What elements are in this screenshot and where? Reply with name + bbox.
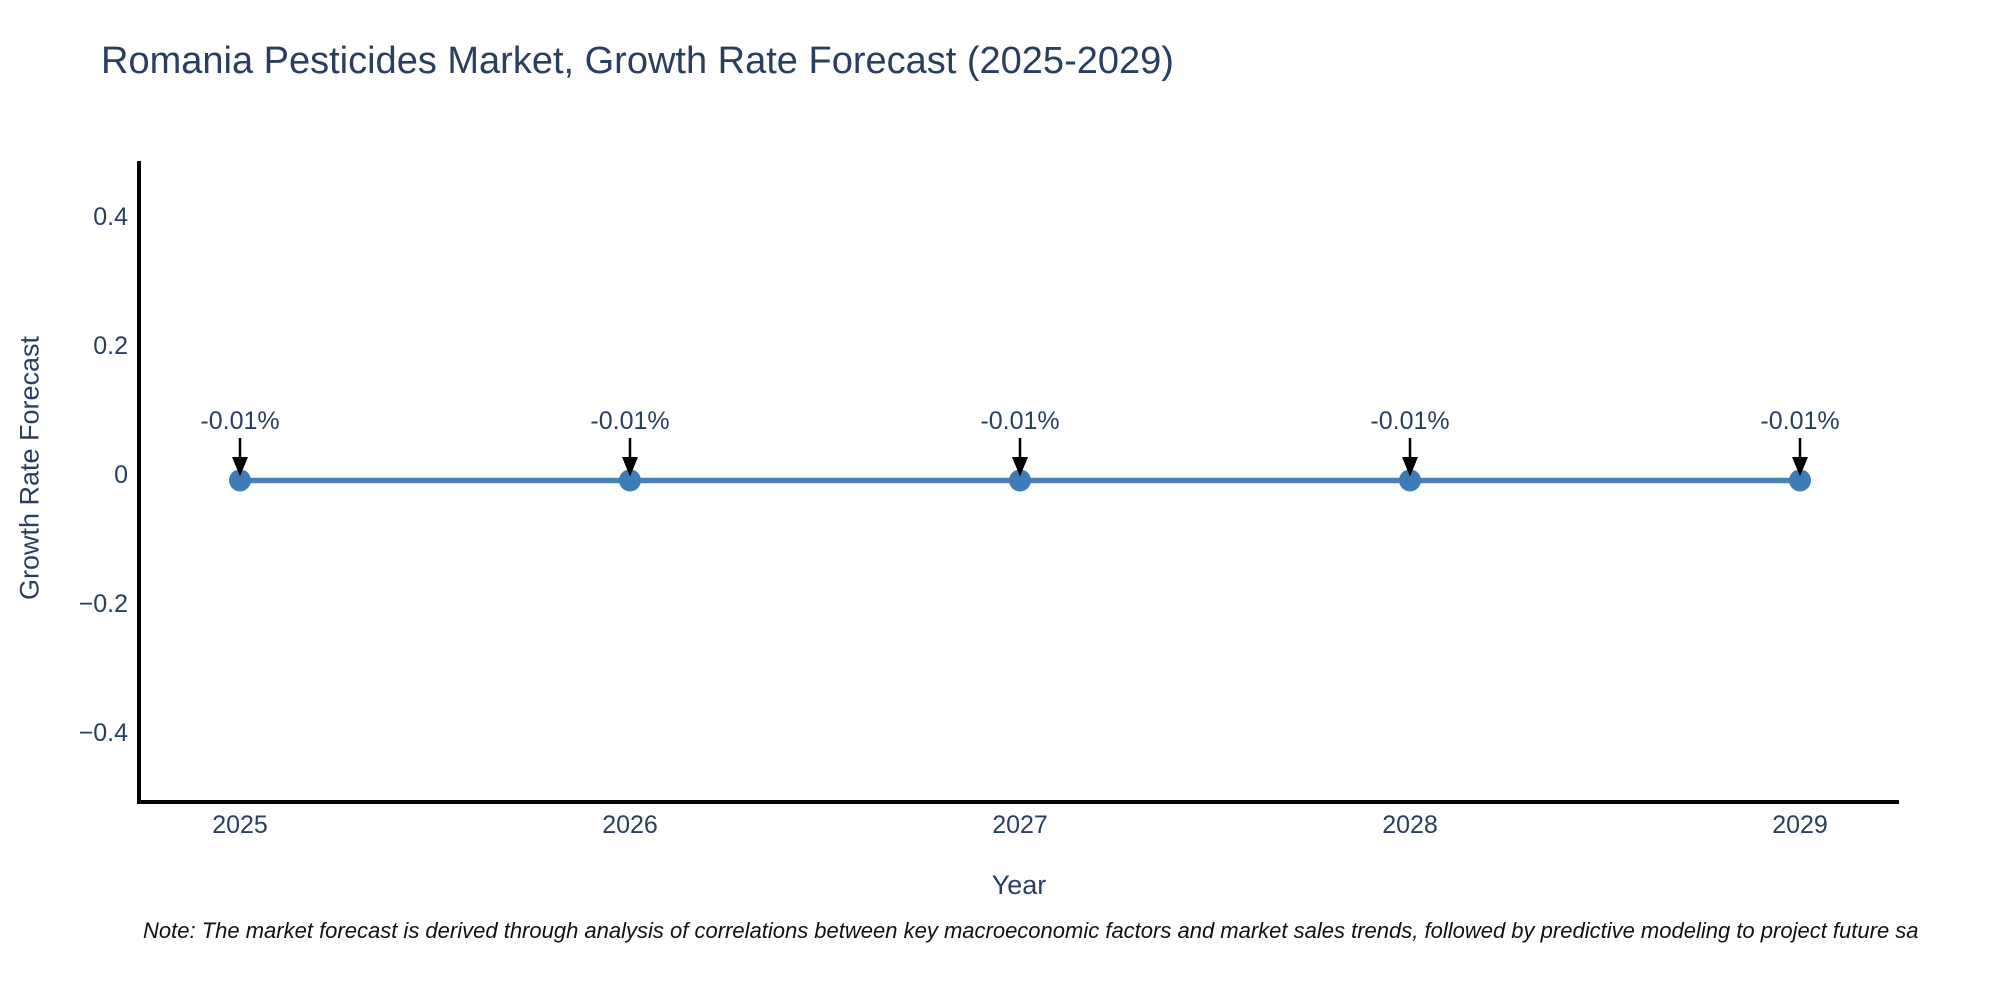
x-tick-label: 2025: [212, 811, 268, 839]
y-tick-label: −0.4: [79, 719, 128, 747]
x-tick-label: 2028: [1382, 811, 1438, 839]
data-point-marker: [229, 469, 251, 492]
y-tick-label: −0.2: [79, 590, 128, 618]
data-point-marker: [1399, 469, 1421, 492]
data-point-marker: [1009, 469, 1031, 492]
annotation-label: -0.01%: [590, 407, 669, 435]
data-point-marker: [1789, 469, 1811, 492]
annotation-label: -0.01%: [200, 407, 279, 435]
x-tick-label: 2026: [602, 811, 658, 839]
annotation-arrowhead-icon: [1792, 457, 1808, 477]
chart-note: Note: The market forecast is derived thr…: [143, 918, 1919, 943]
chart-title: Romania Pesticides Market, Growth Rate F…: [101, 40, 1174, 82]
annotation-label: -0.01%: [1370, 407, 1449, 435]
x-tick-label: 2027: [992, 811, 1048, 839]
y-tick-label: 0.2: [93, 332, 128, 360]
y-tick-label: 0: [114, 461, 128, 489]
annotation-arrowhead-icon: [622, 457, 638, 477]
annotation-arrowhead-icon: [1012, 457, 1028, 477]
annotation-arrowhead-icon: [1402, 457, 1418, 477]
annotation-arrowhead-icon: [232, 457, 248, 477]
data-point-marker: [619, 469, 641, 492]
y-tick-label: 0.4: [93, 203, 128, 231]
annotation-label: -0.01%: [980, 407, 1059, 435]
annotation-label: -0.01%: [1760, 407, 1839, 435]
x-axis-title: Year: [991, 870, 1047, 900]
x-tick-label: 2029: [1772, 811, 1828, 839]
